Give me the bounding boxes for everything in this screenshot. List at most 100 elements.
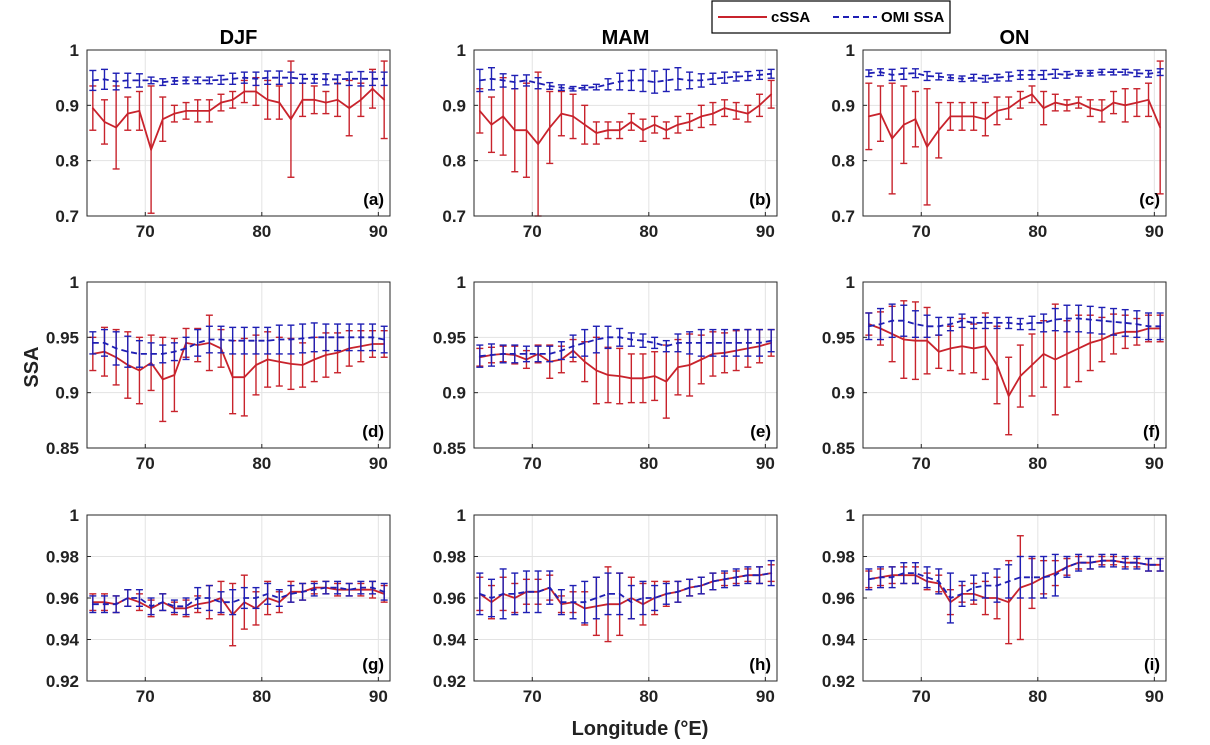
data-point (758, 104, 761, 107)
data-point (278, 338, 281, 341)
data-point (290, 592, 292, 595)
data-point (336, 336, 339, 339)
data-point (525, 129, 528, 132)
data-point (1112, 320, 1115, 323)
data-point (1077, 317, 1080, 320)
data-point (173, 350, 176, 353)
panel-f: 70 80 90 0.85 0.9 0.95 1 (f) (822, 273, 1167, 473)
plot-area (863, 282, 1166, 448)
data-point (583, 341, 586, 344)
data-point (1042, 576, 1045, 579)
data-point (1089, 107, 1092, 109)
y-tick-label: 0.9 (442, 96, 466, 115)
data-point (902, 572, 905, 574)
data-point (126, 79, 129, 82)
data-point (1054, 72, 1057, 75)
axes-frame (473, 281, 778, 449)
data-point (502, 592, 505, 595)
series-line (479, 93, 772, 146)
data-point (618, 592, 621, 595)
data-point (208, 597, 211, 599)
panel-title: MAM (602, 27, 650, 49)
data-point (348, 77, 351, 80)
data-point (115, 80, 118, 83)
data-point (103, 603, 106, 606)
data-point (642, 597, 644, 599)
data-point (290, 338, 292, 341)
data-point (996, 109, 998, 112)
data-point (301, 98, 304, 101)
data-point (313, 588, 316, 591)
panels-grid: 70 80 90 0.7 0.8 0.9 1 (a) DJF 70 80 90 0.7 0.8 0.9 1 (b… (46, 27, 1167, 706)
data-point (595, 369, 598, 372)
series-omi-ssa (865, 303, 1164, 341)
data-point (937, 350, 940, 353)
y-tick-label: 0.98 (822, 548, 855, 567)
data-point (231, 98, 234, 101)
data-point (243, 376, 246, 379)
data-point (1031, 93, 1033, 96)
data-point (961, 115, 963, 118)
data-point (1066, 317, 1068, 320)
data-point (185, 109, 187, 112)
series-omi-ssa (89, 322, 388, 368)
series-omi-ssa (865, 553, 1164, 624)
data-point (879, 112, 882, 115)
axes-frame (86, 281, 391, 449)
panel-c: 70 80 90 0.7 0.8 0.9 1 (c) ON (831, 27, 1167, 241)
data-point (1147, 72, 1150, 75)
data-point (746, 75, 749, 77)
data-point (266, 592, 269, 595)
series-omi-ssa (476, 67, 775, 94)
data-point (196, 597, 199, 599)
x-tick-label: 90 (756, 687, 775, 706)
panel-label: (a) (363, 190, 384, 209)
data-point (583, 86, 586, 89)
data-point (1019, 74, 1022, 76)
y-axis-label: SSA (21, 346, 43, 387)
x-tick-label: 70 (523, 687, 542, 706)
data-point (961, 319, 963, 322)
data-point (914, 339, 917, 342)
y-tick-label: 0.96 (46, 589, 79, 608)
panel-title: ON (1000, 27, 1030, 49)
data-point (688, 364, 691, 366)
data-point (231, 77, 234, 80)
series-cssa (89, 60, 388, 214)
series-omi-ssa (476, 325, 775, 368)
x-tick-label: 70 (136, 687, 155, 706)
data-point (161, 353, 164, 355)
data-point (502, 79, 505, 82)
data-point (115, 603, 118, 606)
data-point (735, 75, 738, 78)
data-point (1019, 576, 1022, 579)
plot-area (87, 50, 390, 216)
data-point (255, 90, 257, 93)
data-point (173, 374, 176, 376)
panel-label: (i) (1144, 655, 1160, 674)
data-point (926, 145, 928, 148)
data-point (220, 338, 222, 341)
y-tick-label: 0.94 (46, 631, 80, 650)
series-omi-ssa (89, 68, 388, 92)
x-tick-label: 80 (639, 687, 658, 706)
data-point (1031, 74, 1033, 76)
y-tick-label: 0.92 (433, 672, 466, 691)
data-point (1089, 72, 1092, 75)
y-tick-label: 0.8 (55, 152, 79, 171)
series-line (868, 559, 1161, 600)
panel-label: (d) (362, 422, 384, 441)
panel-label: (g) (362, 655, 384, 674)
y-tick-label: 0.98 (46, 548, 79, 567)
series-line (868, 317, 1161, 328)
data-point (1042, 353, 1045, 355)
data-point (700, 584, 703, 587)
data-point (336, 586, 339, 589)
data-point (746, 341, 749, 344)
data-point (138, 109, 141, 112)
data-point (231, 376, 234, 379)
x-tick-label: 70 (136, 454, 155, 473)
data-point (266, 76, 269, 79)
data-point (1089, 318, 1092, 321)
y-tick-label: 0.8 (831, 152, 855, 171)
